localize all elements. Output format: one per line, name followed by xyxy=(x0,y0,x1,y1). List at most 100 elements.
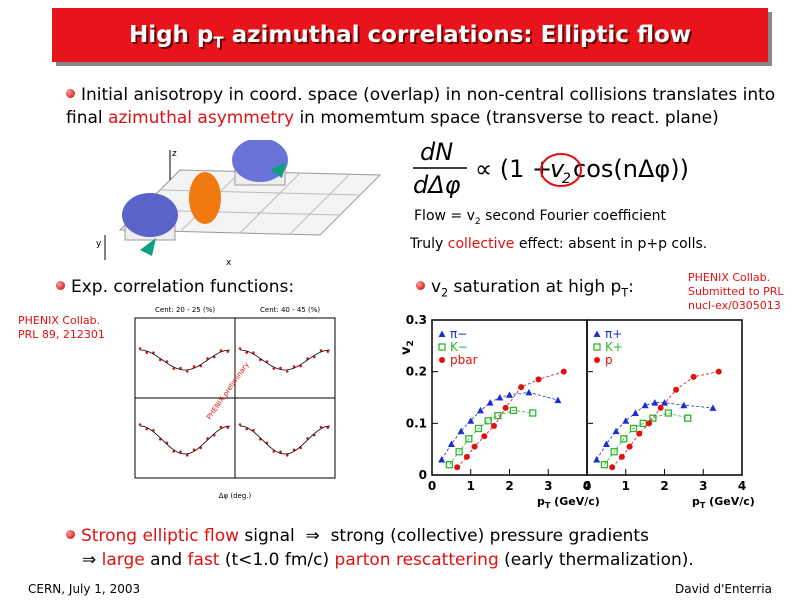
x-axis-label: pT (GeV/c) xyxy=(537,495,600,510)
data-point xyxy=(481,433,488,440)
stamp: PHENIX preliminary xyxy=(205,361,251,421)
data-point xyxy=(525,388,533,396)
numerator: dN xyxy=(420,138,453,166)
data-point xyxy=(626,443,633,450)
text: azimuthal asymmetry xyxy=(108,108,295,128)
point xyxy=(226,350,230,353)
data-point xyxy=(457,427,465,435)
text: signal ⇒ strong (collective) pressure gr… xyxy=(239,526,649,546)
data-point xyxy=(673,386,680,393)
data-point xyxy=(491,422,497,429)
bullet-dot xyxy=(56,281,65,290)
label-part: v xyxy=(399,346,414,355)
data-point xyxy=(463,453,470,460)
data-point xyxy=(631,409,639,416)
formula-v: v xyxy=(550,155,565,183)
data-point xyxy=(509,406,518,415)
data-point xyxy=(612,427,620,435)
bullet-dot xyxy=(416,281,425,290)
text: : xyxy=(628,277,634,297)
point xyxy=(152,351,155,354)
frame xyxy=(234,317,336,399)
data-point xyxy=(535,376,542,383)
point xyxy=(245,427,249,431)
data-point xyxy=(661,399,668,406)
data-point xyxy=(609,464,616,471)
note: Flow = v2 second Fourier coefficient xyxy=(414,208,666,227)
legend-label: K− xyxy=(450,340,468,354)
data-point xyxy=(620,435,628,443)
label-part: (GeV/c) xyxy=(550,495,599,508)
data-point xyxy=(680,401,688,409)
point xyxy=(192,365,196,368)
text: large xyxy=(101,550,145,570)
data-point xyxy=(484,417,492,425)
legend-marker xyxy=(593,343,601,351)
text: T xyxy=(621,286,629,300)
text: in momemtum space (transverse to react. … xyxy=(294,108,719,128)
y-tick-label: 0 xyxy=(419,468,427,482)
text: PHENIX Collab. xyxy=(18,314,101,327)
data-point xyxy=(649,414,657,422)
formula: dN dΔφ ∝ (1 + v 2 cos(nΔφ)) xyxy=(413,138,689,199)
text: 2 xyxy=(441,286,449,300)
bullet-dot xyxy=(66,89,75,98)
point xyxy=(145,427,149,431)
label-part: (GeV/c) xyxy=(705,495,754,508)
x-tick-label: 3 xyxy=(544,479,552,493)
point xyxy=(326,350,330,353)
text: effect: absent in p+p colls. xyxy=(514,236,708,252)
point xyxy=(226,426,230,429)
point xyxy=(252,351,255,354)
data-point xyxy=(486,399,494,406)
legend-marker xyxy=(439,357,445,363)
title: High p xyxy=(128,22,214,48)
point xyxy=(219,349,223,352)
legend-marker xyxy=(594,357,600,363)
x-tick-label: 2 xyxy=(505,479,513,493)
point xyxy=(138,347,142,350)
bullet: Initial anisotropy in coord. space (over… xyxy=(66,84,786,130)
data-point xyxy=(502,404,509,411)
footer-right: David d'Enterria xyxy=(675,582,772,596)
data-point xyxy=(636,430,643,437)
x-tick-label: 0 xyxy=(428,479,436,493)
point xyxy=(238,347,242,350)
text: PRL 89, 212301 xyxy=(18,328,105,341)
label-part: T xyxy=(545,501,551,510)
data-point xyxy=(646,420,652,427)
text: saturation at high p xyxy=(448,277,622,297)
overlap xyxy=(189,172,221,224)
data-point xyxy=(664,409,673,417)
curve xyxy=(239,349,331,371)
frame xyxy=(134,397,236,479)
point xyxy=(272,367,276,370)
x-tick-label: 0 xyxy=(583,479,591,493)
data-point xyxy=(715,368,722,375)
point xyxy=(185,454,189,457)
point xyxy=(279,450,282,454)
bullet: Exp. correlation functions: xyxy=(56,276,294,299)
point xyxy=(326,426,330,429)
data-point xyxy=(494,411,502,420)
text: v xyxy=(431,277,442,297)
y-tick-label: 0.2 xyxy=(406,365,427,379)
data-point xyxy=(657,404,664,411)
text: PHENIX Collab. xyxy=(688,271,771,284)
frame xyxy=(234,397,336,479)
data-point xyxy=(474,424,483,433)
label-part: p xyxy=(537,495,545,508)
point xyxy=(285,370,289,373)
highlight xyxy=(540,153,582,187)
point xyxy=(179,366,182,370)
point xyxy=(219,425,223,429)
legend-label: π+ xyxy=(605,327,622,341)
nucleus xyxy=(122,193,178,237)
data-point xyxy=(506,391,513,398)
y-tick-label: 0.3 xyxy=(406,313,427,327)
text: (t<1.0 fm/c) xyxy=(219,550,335,570)
title: azimuthal correlations: Elliptic flow xyxy=(223,22,692,48)
reference: PHENIX Collab. Submitted to PRL nucl-ex/03… xyxy=(688,271,784,313)
series-line xyxy=(611,371,719,468)
